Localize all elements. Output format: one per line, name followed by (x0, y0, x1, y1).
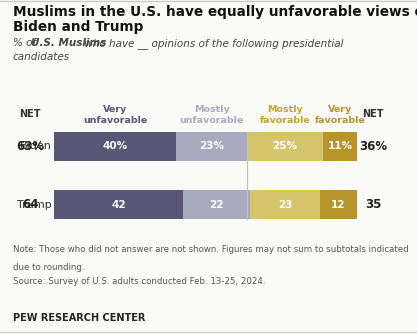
Bar (323, 132, 357, 161)
Text: Very
favorable: Very favorable (314, 105, 365, 125)
Text: 12: 12 (331, 200, 346, 209)
Text: Mostly
unfavorable: Mostly unfavorable (179, 105, 244, 125)
Bar (320, 190, 357, 219)
Bar (54, 190, 183, 219)
Text: 64: 64 (22, 198, 38, 211)
Text: 22: 22 (209, 200, 224, 209)
Text: NET: NET (19, 109, 41, 119)
Text: Biden: Biden (20, 141, 52, 151)
Bar (247, 132, 323, 161)
Text: 63%: 63% (16, 140, 44, 153)
Text: Muslims in the U.S. have equally unfavorable views of: Muslims in the U.S. have equally unfavor… (13, 5, 417, 19)
Text: due to rounding.: due to rounding. (13, 263, 84, 272)
Text: 25%: 25% (272, 141, 297, 151)
Text: who have __ opinions of the following presidential: who have __ opinions of the following pr… (81, 38, 344, 49)
Bar (54, 132, 176, 161)
Text: 36%: 36% (359, 140, 387, 153)
Text: Very
unfavorable: Very unfavorable (83, 105, 148, 125)
Text: 42: 42 (111, 200, 126, 209)
Bar (176, 132, 247, 161)
Text: PEW RESEARCH CENTER: PEW RESEARCH CENTER (13, 313, 145, 323)
Text: Source: Survey of U.S. adults conducted Feb. 13-25, 2024.: Source: Survey of U.S. adults conducted … (13, 277, 265, 286)
Text: 11%: 11% (327, 141, 352, 151)
Text: Note: Those who did not answer are not shown. Figures may not sum to subtotals i: Note: Those who did not answer are not s… (13, 245, 408, 255)
Text: 23: 23 (278, 200, 292, 209)
Text: U.S. Muslims: U.S. Muslims (31, 38, 106, 48)
Text: 35: 35 (365, 198, 382, 211)
Text: 23%: 23% (199, 141, 224, 151)
Bar (250, 190, 320, 219)
Text: NET: NET (362, 109, 384, 119)
Text: 40%: 40% (103, 141, 128, 151)
Text: Biden and Trump: Biden and Trump (13, 20, 143, 34)
Text: Mostly
favorable: Mostly favorable (259, 105, 310, 125)
Text: % of: % of (13, 38, 39, 48)
Text: Trump: Trump (18, 200, 52, 209)
Text: candidates: candidates (13, 52, 70, 62)
Bar (183, 190, 250, 219)
